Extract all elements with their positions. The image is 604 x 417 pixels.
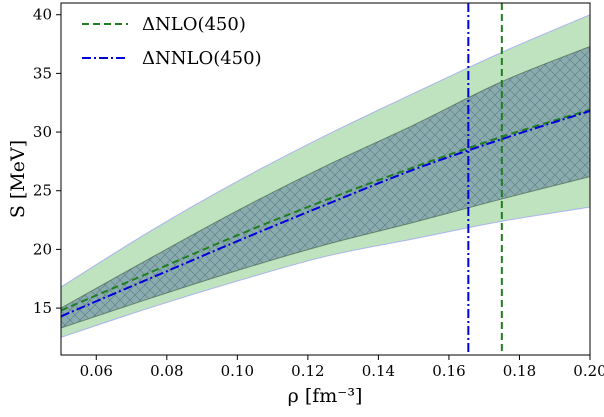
y-tick-label: 30 [33, 123, 52, 141]
legend-nnlo-label: ΔNNLO(450) [142, 48, 262, 69]
x-tick-label: 0.06 [80, 362, 113, 380]
y-axis-label: S [MeV] [7, 140, 29, 218]
legend: ΔNLO(450) ΔNNLO(450) [82, 14, 262, 69]
y-tick-label: 35 [33, 64, 52, 82]
legend-nlo-label: ΔNLO(450) [142, 14, 246, 35]
x-tick-label: 0.18 [503, 362, 536, 380]
y-tick-label: 15 [33, 299, 52, 317]
x-tick-label: 0.20 [573, 362, 604, 380]
x-tick-label: 0.10 [221, 362, 254, 380]
band-nnlo-hatch [61, 46, 590, 329]
x-tick-label: 0.14 [362, 362, 395, 380]
x-tick-label: 0.08 [150, 362, 183, 380]
x-axis-label: ρ [fm⁻³] [288, 385, 363, 407]
y-axis: 15 20 25 30 35 40 [33, 6, 61, 317]
y-tick-label: 40 [33, 6, 52, 24]
plot-frame [60, 2, 591, 356]
x-tick-label: 0.16 [432, 362, 465, 380]
plot-area [61, 3, 590, 355]
y-tick-label: 25 [33, 182, 52, 200]
x-tick-label: 0.12 [291, 362, 324, 380]
x-axis: 0.06 0.08 0.10 0.12 0.14 0.16 0.18 0.20 [80, 355, 604, 380]
y-tick-label: 20 [33, 240, 52, 258]
